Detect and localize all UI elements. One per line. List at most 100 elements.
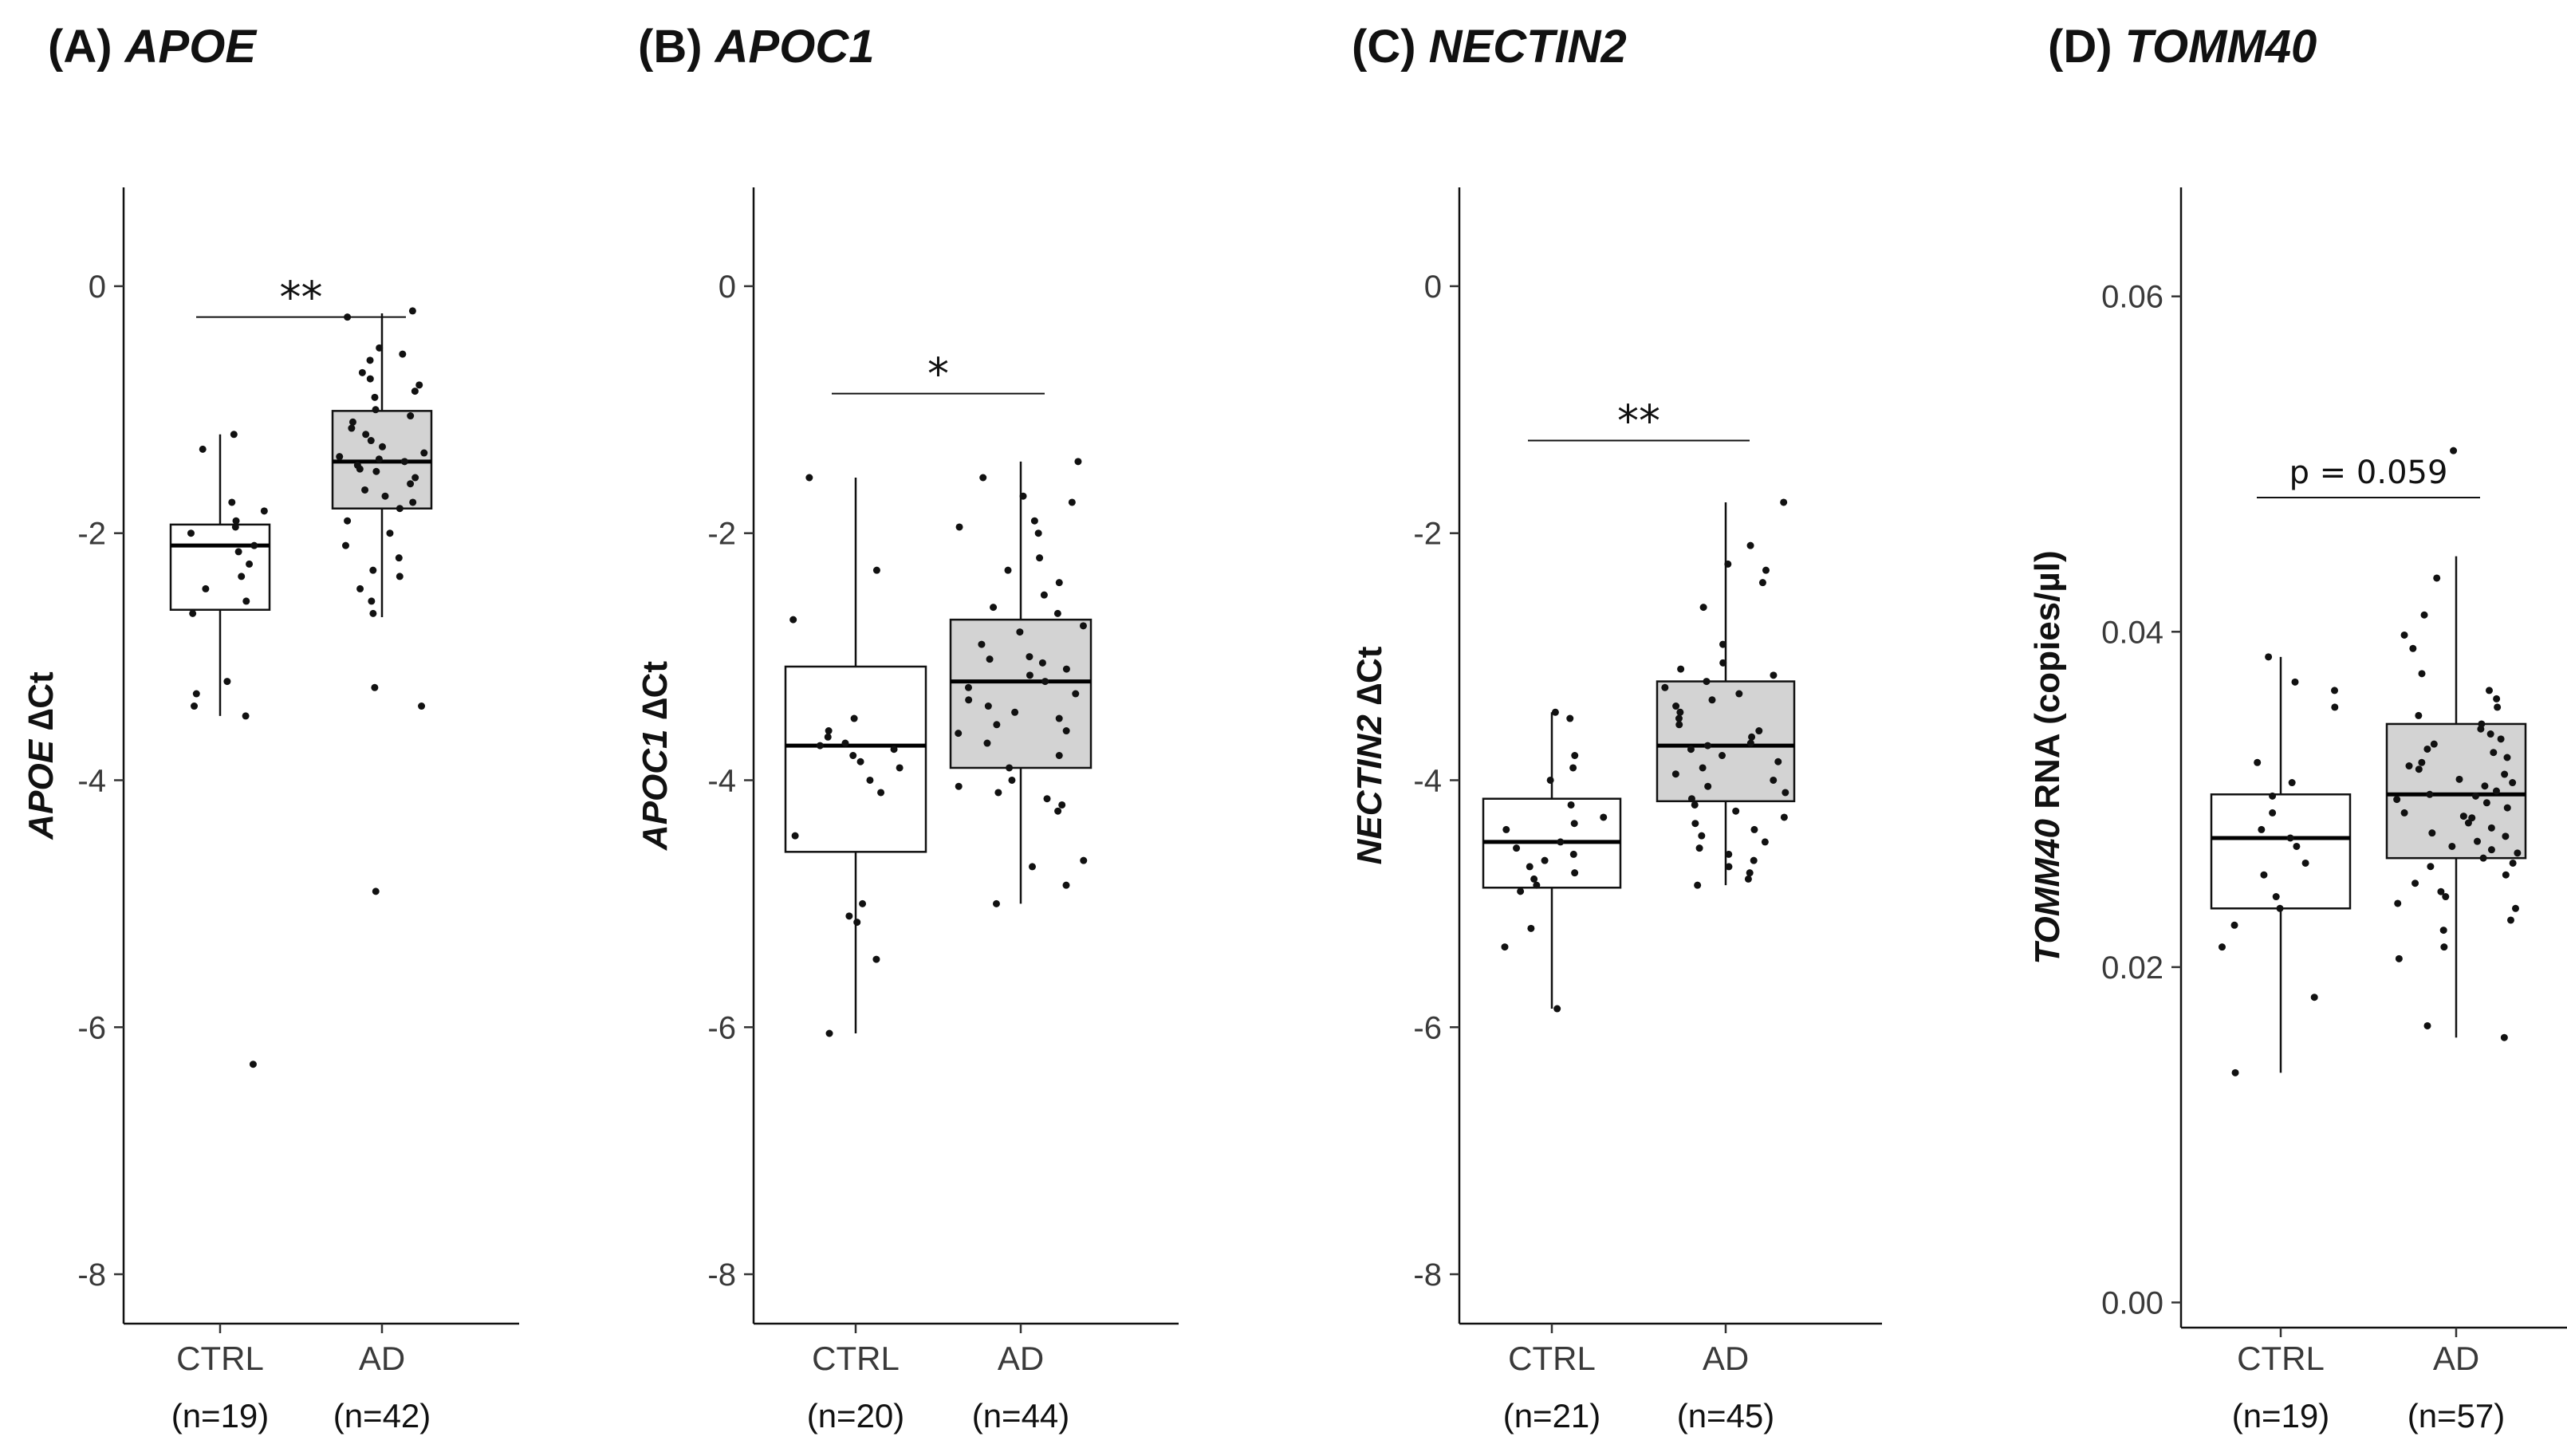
data-point — [2258, 826, 2265, 833]
data-point — [1072, 691, 1079, 698]
data-point — [1748, 734, 1755, 741]
data-point — [1691, 820, 1699, 827]
data-point — [2401, 632, 2408, 639]
data-point — [1782, 789, 1789, 796]
data-point — [1008, 777, 1015, 784]
data-point — [1732, 808, 1739, 815]
x-category-label: CTRL — [176, 1340, 264, 1377]
y-axis-label: APOE ∆Ct — [22, 671, 61, 840]
data-point — [825, 727, 833, 734]
box-group-ad: AD (n=45) — [1657, 498, 1794, 1434]
data-point — [1750, 857, 1758, 864]
data-point — [250, 542, 258, 549]
data-point — [2509, 779, 2516, 786]
data-point — [396, 573, 404, 580]
data-point — [1530, 876, 1537, 883]
panel-title-prefix: (A) — [48, 21, 112, 73]
data-point — [356, 466, 364, 473]
data-point — [2490, 749, 2497, 756]
data-point — [955, 783, 963, 790]
data-point — [1735, 691, 1742, 698]
data-point — [187, 529, 195, 537]
data-point — [228, 498, 235, 506]
data-point — [1526, 863, 1534, 870]
panel-title: (D) TOMM40 — [2048, 21, 2317, 73]
data-point — [1755, 727, 1762, 734]
y-axis-label-rest: ∆Ct — [22, 671, 61, 740]
panel-title-space — [1416, 21, 1429, 73]
y-tick-label: 0.02 — [2101, 950, 2163, 986]
data-point — [2468, 814, 2475, 821]
data-point — [1069, 498, 1076, 506]
data-point — [1566, 715, 1573, 722]
data-point — [1661, 684, 1668, 691]
data-point — [189, 610, 196, 617]
data-point — [2460, 813, 2467, 820]
data-point — [2232, 1069, 2239, 1076]
y-tick-label: -6 — [77, 1010, 106, 1045]
data-point — [342, 542, 349, 549]
data-point — [1502, 826, 1510, 833]
y-tick-label: -8 — [1413, 1257, 1442, 1293]
data-point — [1770, 777, 1777, 784]
data-point — [1691, 801, 1699, 809]
data-point — [1762, 567, 1770, 574]
data-point — [359, 369, 366, 376]
y-axis-label: TOMM40 RNA (copies/µl) — [2028, 550, 2067, 964]
box-group-ad: AD(n=57) — [2387, 447, 2526, 1434]
data-point — [235, 548, 242, 555]
data-point — [2423, 746, 2431, 753]
data-point — [250, 1061, 257, 1068]
data-point — [369, 610, 376, 617]
significance-label: ** — [280, 273, 323, 323]
box-iqr — [785, 667, 926, 852]
data-point — [415, 381, 423, 388]
data-point — [2409, 645, 2416, 652]
data-point — [1672, 702, 1679, 710]
data-point — [2311, 994, 2318, 1001]
data-point — [1600, 813, 1607, 820]
data-point — [873, 567, 880, 574]
data-point — [379, 443, 386, 451]
data-point — [1533, 882, 1540, 889]
data-point — [1016, 628, 1023, 636]
data-point — [369, 567, 376, 574]
y-tick-label: -2 — [77, 517, 106, 552]
data-point — [1553, 1005, 1561, 1013]
y-axis-label-gene: APOC1 — [636, 729, 675, 851]
data-point — [849, 752, 856, 759]
box-group-ad: AD (n=44) — [951, 458, 1091, 1434]
data-point — [1759, 579, 1766, 586]
data-point — [2502, 872, 2510, 879]
data-point — [223, 678, 230, 685]
data-point — [1724, 561, 1731, 568]
data-point — [2493, 695, 2500, 702]
data-point — [376, 344, 383, 352]
y-tick-label: -2 — [707, 517, 736, 552]
data-point — [2401, 809, 2408, 817]
box-iqr — [2211, 794, 2350, 908]
data-point — [2269, 793, 2276, 800]
data-point — [956, 523, 963, 530]
data-point — [1571, 752, 1578, 759]
y-tick-label: -8 — [707, 1257, 736, 1293]
data-point — [2483, 799, 2490, 806]
data-point — [261, 507, 268, 514]
data-point — [1036, 554, 1043, 561]
data-point — [1026, 671, 1033, 679]
data-point — [2440, 927, 2447, 934]
data-point — [2478, 720, 2485, 727]
y-axis-label-rest: ∆Ct — [1350, 646, 1389, 714]
data-point — [2433, 574, 2440, 581]
y-tick-label: -6 — [1413, 1010, 1442, 1045]
data-point — [1020, 493, 1027, 500]
panel-title: (C) NECTIN2 — [1352, 21, 1627, 73]
data-point — [2418, 759, 2425, 766]
data-point — [1675, 721, 1683, 728]
data-point — [2474, 838, 2481, 845]
sample-size-label: (n=20) — [807, 1397, 905, 1434]
data-point — [349, 419, 356, 426]
data-point — [1672, 770, 1679, 777]
data-point — [2428, 829, 2435, 836]
y-tick-label: -2 — [1413, 517, 1442, 552]
